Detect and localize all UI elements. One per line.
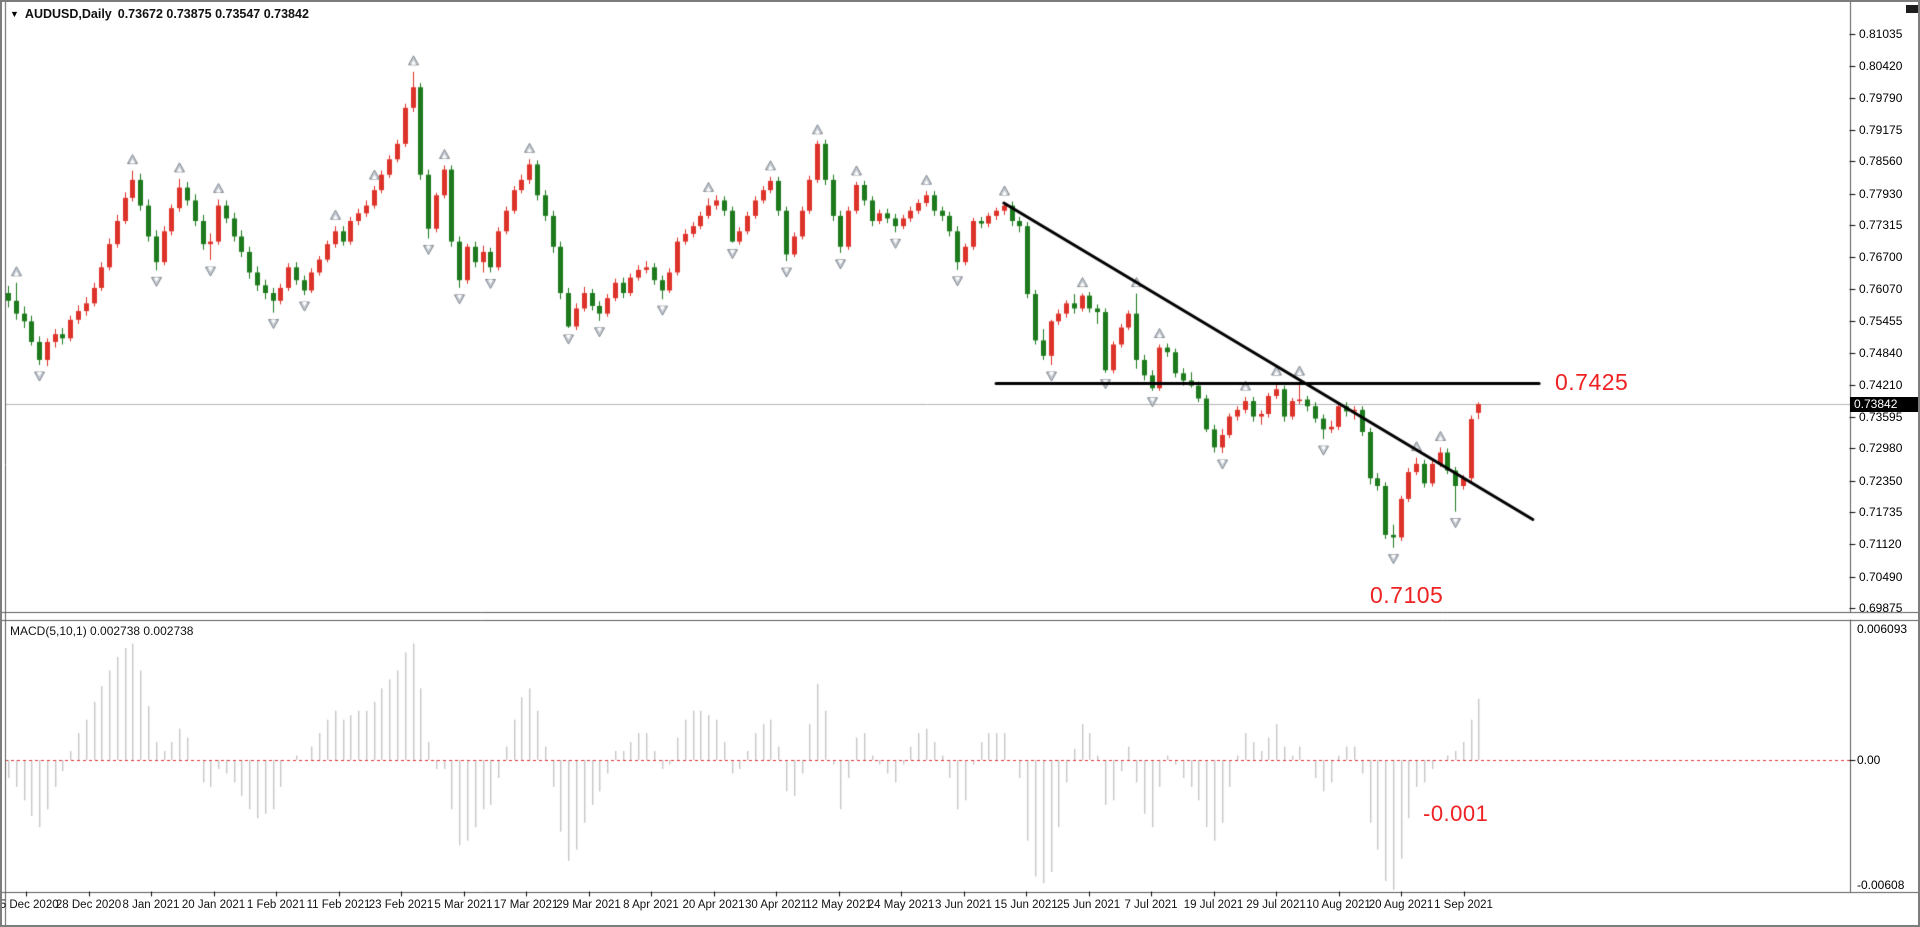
macd-indicator-header: MACD(5,10,1) 0.002738 0.002738 xyxy=(10,624,193,638)
date-tick-label: 15 Dec 2020 xyxy=(0,899,59,911)
macd-axis-max-label: 0.006093 xyxy=(1857,622,1908,636)
price-tick-label: 0.72350 xyxy=(1859,473,1903,488)
date-tick-label: 5 Mar 2021 xyxy=(434,899,493,911)
date-tick-label: 25 Jun 2021 xyxy=(1056,899,1121,911)
macd-value-annotation[interactable]: -0.001 xyxy=(1423,801,1489,826)
price-tick-label: 0.77315 xyxy=(1859,218,1903,233)
resistance-price-annotation[interactable]: 0.7425 xyxy=(1555,369,1629,395)
date-tick-label: 23 Feb 2021 xyxy=(368,899,434,911)
price-tick-label: 0.74210 xyxy=(1859,378,1903,393)
symbol-dropdown-icon[interactable]: ▼ xyxy=(10,9,19,19)
date-tick-label: 29 Jul 2021 xyxy=(1246,899,1306,911)
price-tick-label: 0.79790 xyxy=(1859,91,1903,106)
date-tick-label: 8 Jan 2021 xyxy=(122,899,180,911)
price-tick-label: 0.77930 xyxy=(1859,186,1903,201)
current-price-marker: 0.73842 xyxy=(1850,397,1918,412)
symbol-header: ▼ AUDUSD,Daily 0.73672 0.73875 0.73547 0… xyxy=(10,7,309,21)
price-tick-label: 0.71735 xyxy=(1859,505,1903,520)
date-tick-label: 28 Dec 2020 xyxy=(55,899,122,911)
price-tick-label: 0.79175 xyxy=(1859,122,1903,137)
date-tick-label: 20 Aug 2021 xyxy=(1368,899,1434,911)
date-tick-label: 12 May 2021 xyxy=(805,899,872,911)
date-tick-label: 30 Apr 2021 xyxy=(744,899,808,911)
price-tick-label: 0.75455 xyxy=(1859,314,1903,329)
date-tick-label: 15 Jun 2021 xyxy=(994,899,1058,911)
date-tick-label: 7 Jul 2021 xyxy=(1124,899,1178,911)
date-tick-label: 19 Jul 2021 xyxy=(1183,899,1244,911)
date-tick-label: 11 Feb 2021 xyxy=(306,899,371,911)
price-tick-label: 0.70490 xyxy=(1859,569,1903,584)
date-tick-label: 8 Apr 2021 xyxy=(623,899,679,911)
price-tick-label: 0.80420 xyxy=(1859,58,1903,73)
date-tick-label: 1 Feb 2021 xyxy=(246,899,306,911)
date-tick-label: 29 Mar 2021 xyxy=(556,899,621,911)
date-tick-label: 20 Apr 2021 xyxy=(682,899,745,911)
price-tick-label: 0.72980 xyxy=(1859,441,1903,456)
macd-axis-min-label: -0.00608 xyxy=(1857,878,1905,892)
symbol-name: AUDUSD,Daily xyxy=(24,7,112,21)
date-tick-label: 24 May 2021 xyxy=(867,899,935,911)
price-tick-label: 0.76070 xyxy=(1859,282,1903,297)
price-tick-label: 0.69875 xyxy=(1859,601,1903,616)
support-low-annotation[interactable]: 0.7105 xyxy=(1370,582,1444,608)
price-tick-label: 0.76700 xyxy=(1859,250,1903,265)
macd-axis-zero-label: 0.00 xyxy=(1857,753,1881,767)
date-tick-label: 10 Aug 2021 xyxy=(1306,899,1371,911)
date-tick-label: 1 Sep 2021 xyxy=(1434,899,1493,911)
price-tick-label: 0.74840 xyxy=(1859,345,1903,360)
price-tick-label: 0.78560 xyxy=(1859,154,1903,169)
price-tick-label: 0.73595 xyxy=(1859,409,1903,424)
macd-indicator-values: 0.002738 0.002738 xyxy=(90,624,194,638)
macd-indicator-name: MACD(5,10,1) xyxy=(10,624,87,638)
date-tick-label: 17 Mar 2021 xyxy=(493,899,559,911)
symbol-ohlc-values: 0.73672 0.73875 0.73547 0.73842 xyxy=(117,7,309,21)
price-tick-label: 0.81035 xyxy=(1859,27,1903,41)
date-tick-label: 20 Jan 2021 xyxy=(181,899,246,911)
window-corner-widget xyxy=(1906,5,1918,13)
price-tick-label: 0.71120 xyxy=(1859,537,1902,552)
date-tick-label: 3 Jun 2021 xyxy=(935,899,992,911)
